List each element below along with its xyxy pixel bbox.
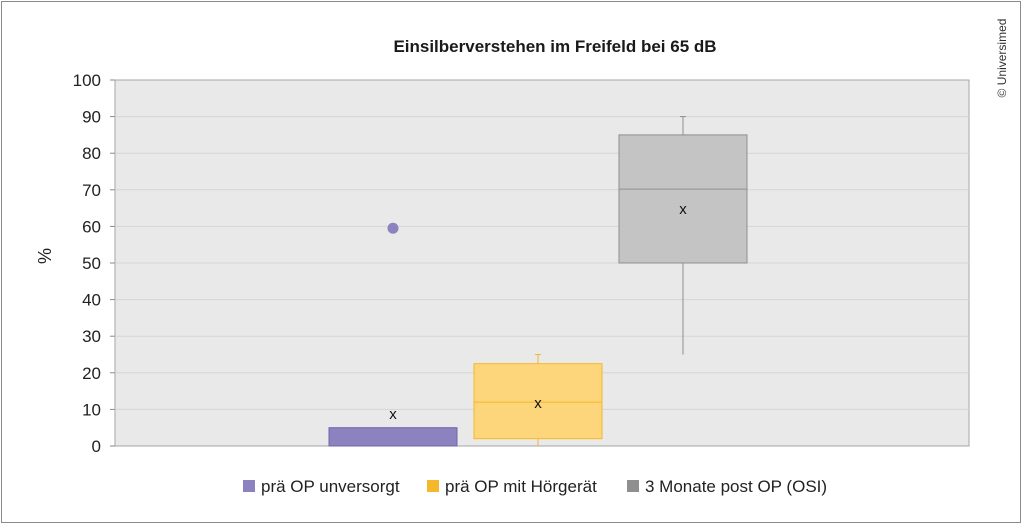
y-axis-ticks: 0 10 20 30 40 50 60 70 80 90 100 (73, 71, 115, 456)
legend-label-3-monate-post-op: 3 Monate post OP (OSI) (645, 477, 827, 496)
y-tick-label-20: 20 (82, 364, 101, 383)
y-tick-label-100: 100 (73, 71, 101, 90)
y-tick-label-40: 40 (82, 291, 101, 310)
box-body-3 (618, 134, 748, 264)
legend: prä OP unversorgt prä OP mit Hörgerät 3 … (243, 477, 827, 496)
y-tick-label-60: 60 (82, 217, 101, 236)
legend-swatch-pra-op-unversorgt (243, 480, 255, 492)
box-body-1 (328, 427, 458, 447)
mean-marker-1: x (389, 406, 397, 423)
y-tick-label-10: 10 (82, 400, 101, 419)
chart-title: Einsilberverstehen im Freifeld bei 65 dB (393, 37, 716, 56)
y-tick-label-70: 70 (82, 181, 101, 200)
copyright-text: © Universimed (995, 19, 1009, 98)
mean-marker-2: x (534, 395, 542, 412)
legend-label-pra-op-mit-horgerat: prä OP mit Hörgerät (445, 477, 597, 496)
legend-swatch-pra-op-mit-horgerat (427, 480, 439, 492)
box-2: x (473, 354, 603, 446)
legend-label-pra-op-unversorgt: prä OP unversorgt (261, 477, 400, 496)
gridlines (115, 116, 969, 410)
y-tick-label-30: 30 (82, 327, 101, 346)
legend-swatch-3-monate-post-op (627, 480, 639, 492)
box-3: x (618, 116, 748, 355)
outlier-point-1-1 (387, 222, 399, 234)
box-body-2 (473, 363, 603, 440)
y-tick-label-0: 0 (92, 437, 101, 456)
y-tick-label-90: 90 (82, 108, 101, 127)
y-axis-label: % (35, 248, 55, 264)
mean-marker-3: x (679, 201, 687, 218)
box-1: x (328, 222, 458, 447)
y-tick-label-80: 80 (82, 144, 101, 163)
y-tick-label-50: 50 (82, 254, 101, 273)
box-series: x x x (328, 116, 748, 447)
